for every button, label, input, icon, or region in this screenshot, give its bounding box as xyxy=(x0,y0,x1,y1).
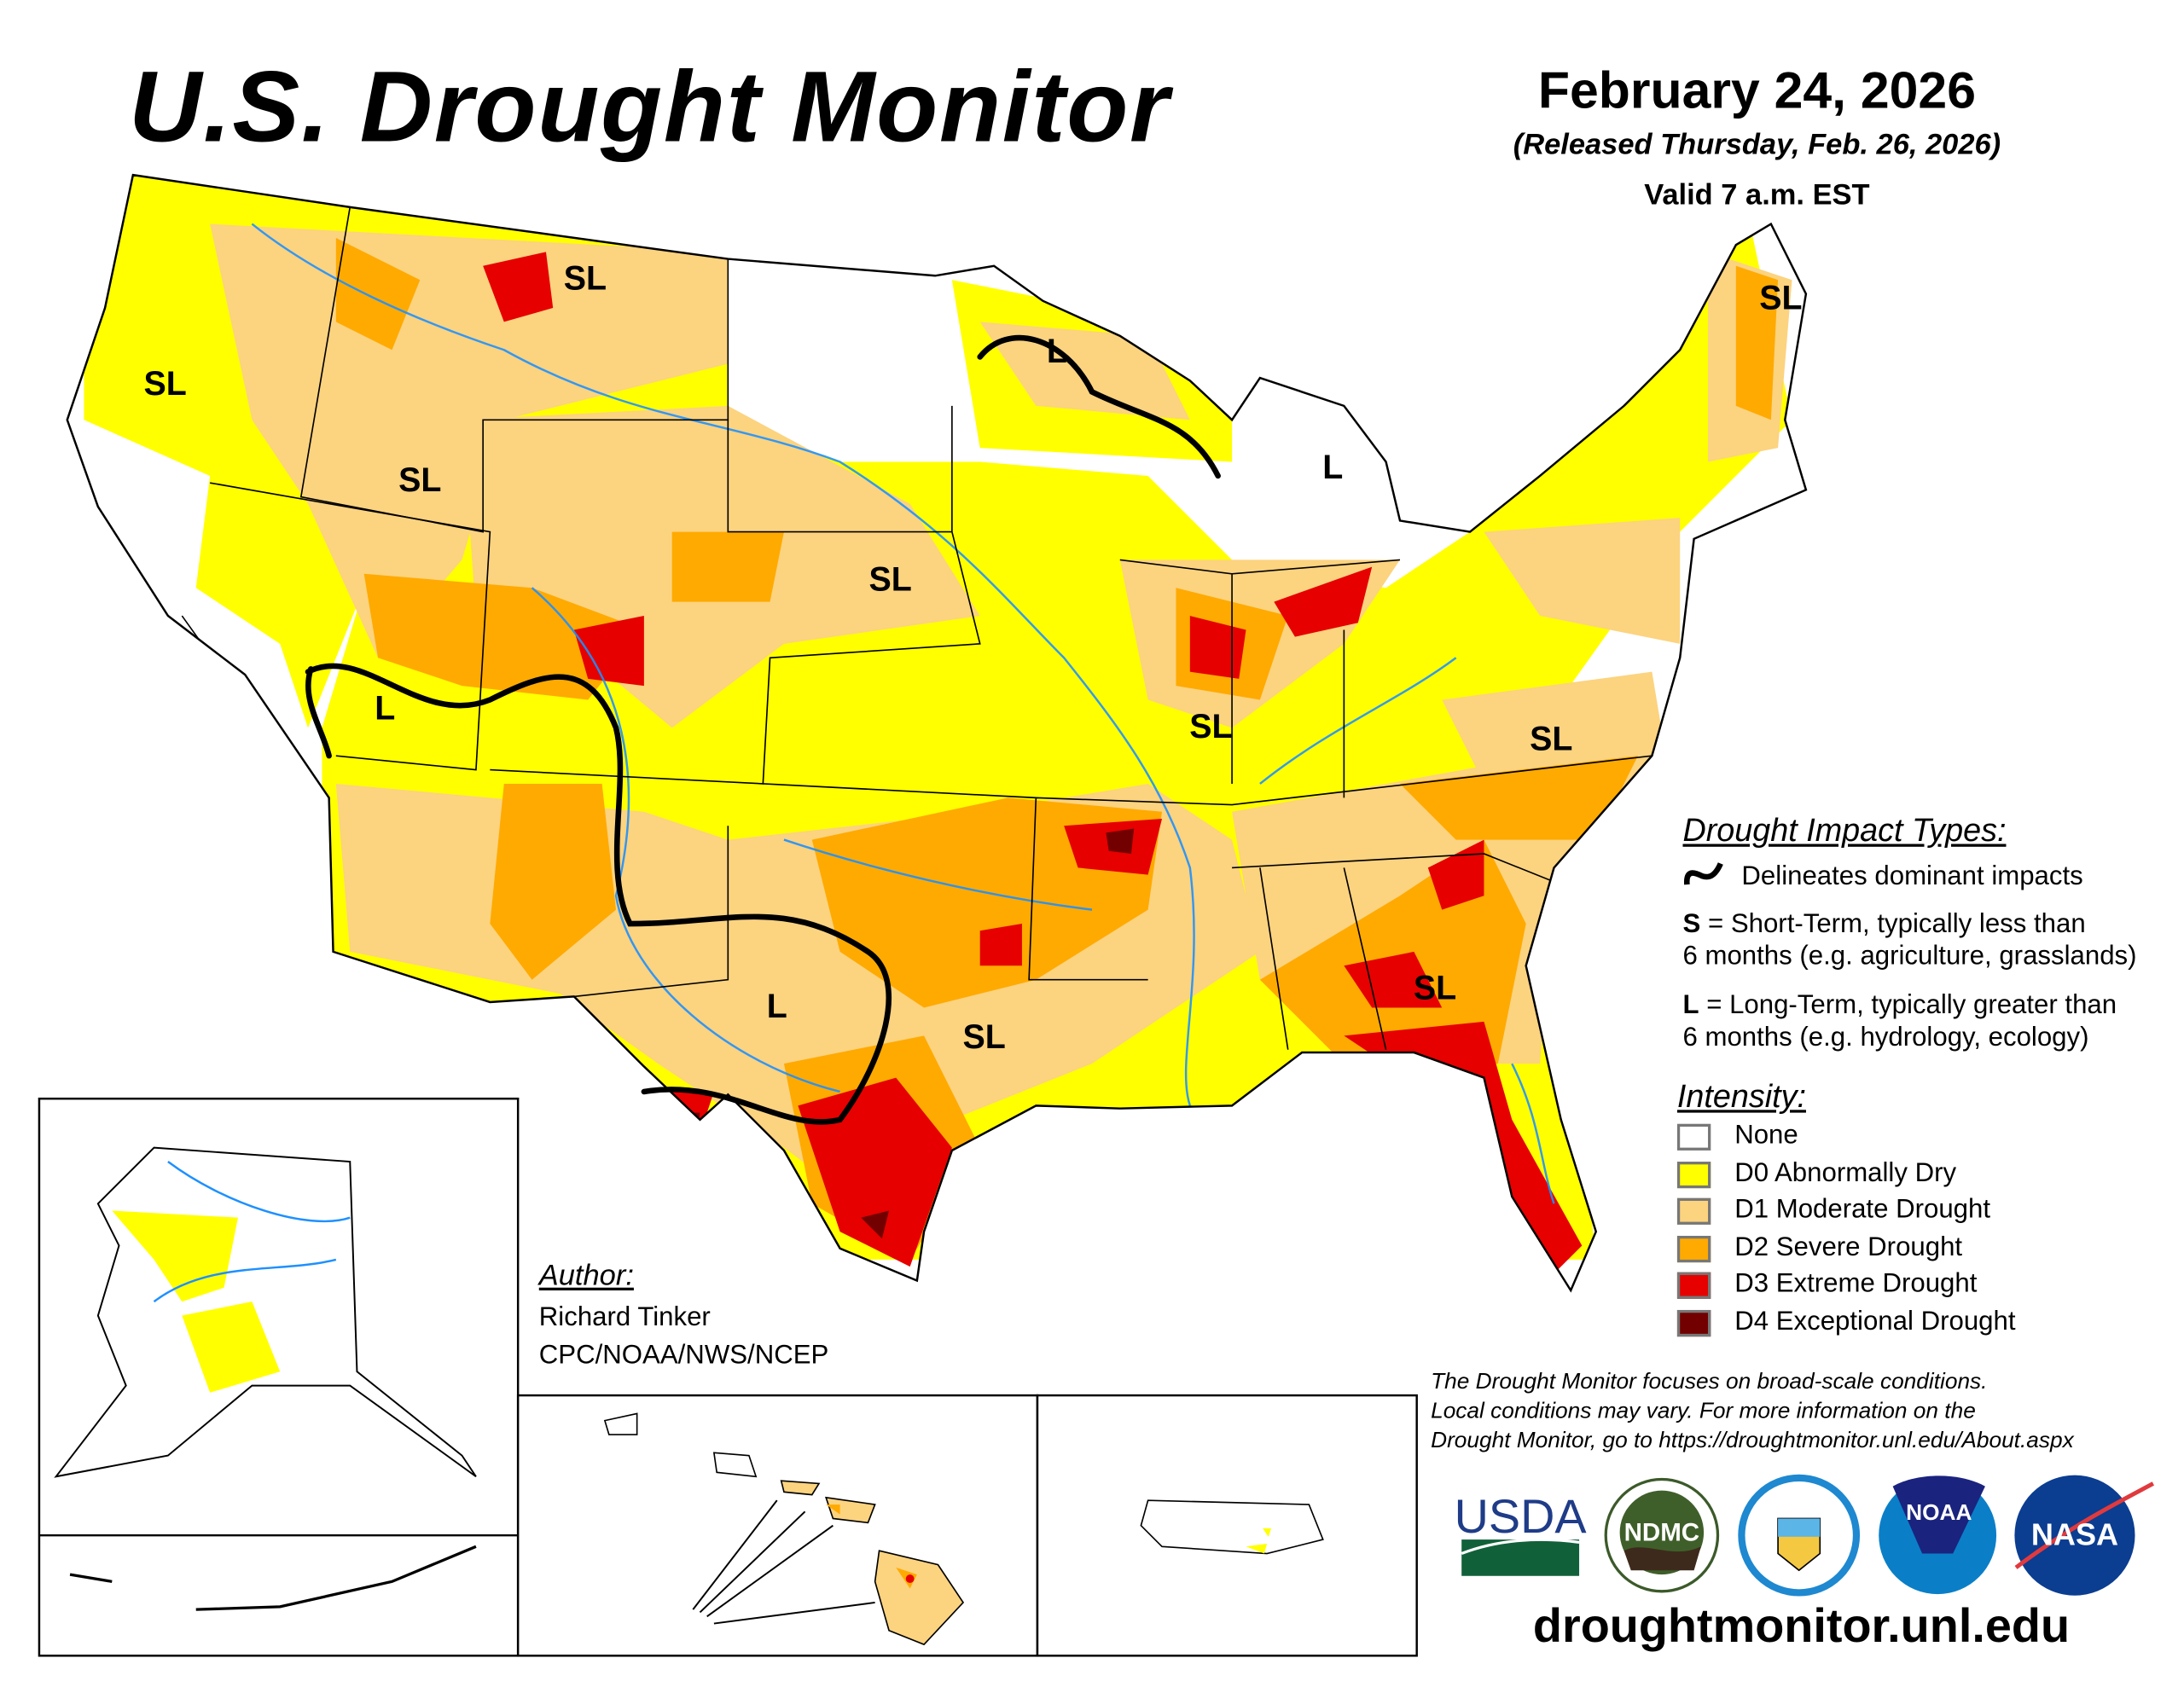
svg-text:NOAA: NOAA xyxy=(1906,1499,1972,1525)
author-heading: Author: xyxy=(538,1259,634,1292)
impact-label: SL xyxy=(143,365,186,403)
disclaimer-line: The Drought Monitor focuses on broad-sca… xyxy=(1431,1370,1988,1394)
intensity-label: D0 Abnormally Dry xyxy=(1734,1158,1957,1188)
impact-boundary-lines xyxy=(305,334,1221,1125)
alaska-inset xyxy=(38,1097,520,1657)
hawaii-inset xyxy=(516,1394,1039,1657)
intensity-swatch xyxy=(1676,1198,1711,1226)
intensity-label: None xyxy=(1734,1121,1798,1151)
impact-label: SL xyxy=(962,1018,1005,1056)
short-term-desc: 6 months (e.g. agriculture, grasslands) xyxy=(1682,942,2137,971)
d3-areas xyxy=(483,252,1583,1274)
release-date: (Released Thursday, Feb. 26, 2026) xyxy=(1513,128,2001,161)
impact-label: SL xyxy=(1414,970,1456,1007)
intensity-swatch xyxy=(1676,1235,1711,1262)
noaa-logo: NOAA xyxy=(1879,1475,1997,1595)
intensity-swatch xyxy=(1676,1161,1711,1188)
short-term-key: S = Short-Term, typically less than xyxy=(1682,909,2086,940)
disclaimer-link[interactable]: Drought Monitor, go to https://droughtmo… xyxy=(1431,1429,2074,1453)
long-term-desc: 6 months (e.g. hydrology, ecology) xyxy=(1682,1023,2089,1053)
map-title: U.S. Drought Monitor xyxy=(128,51,1170,164)
impact-label: SL xyxy=(1759,280,1802,317)
intensity-heading: Intensity: xyxy=(1676,1077,1806,1115)
author-name: Richard Tinker xyxy=(538,1302,711,1333)
impact-legend-heading: Drought Impact Types: xyxy=(1682,811,2007,849)
boundary-line-label: Delineates dominant impacts xyxy=(1741,861,2083,892)
valid-time: Valid 7 a.m. EST xyxy=(1644,179,1870,212)
website-link[interactable]: droughtmonitor.unl.edu xyxy=(1532,1599,2071,1654)
impact-label: SL xyxy=(1189,708,1232,745)
intensity-label: D3 Extreme Drought xyxy=(1734,1270,1978,1300)
disclaimer-line: Local conditions may vary. For more info… xyxy=(1431,1400,1976,1423)
impact-label: L xyxy=(767,988,787,1025)
intensity-swatch xyxy=(1676,1272,1711,1300)
svg-text:NDMC: NDMC xyxy=(1624,1519,1700,1547)
intensity-swatch xyxy=(1676,1309,1711,1337)
puerto-rico-inset xyxy=(1036,1394,1418,1657)
intensity-swatch xyxy=(1676,1123,1711,1151)
author-org: CPC/NOAA/NWS/NCEP xyxy=(538,1341,829,1371)
doc-seal-logo xyxy=(1738,1474,1861,1597)
impact-label: SL xyxy=(564,260,607,298)
impact-label: SL xyxy=(1530,721,1572,758)
intensity-label: D4 Exceptional Drought xyxy=(1734,1307,2016,1337)
intensity-label: D1 Moderate Drought xyxy=(1734,1195,1991,1226)
intensity-label: D2 Severe Drought xyxy=(1734,1232,1963,1262)
svg-text:NASA: NASA xyxy=(2031,1517,2118,1552)
impact-label: L xyxy=(375,689,395,727)
impact-label: SL xyxy=(869,561,912,599)
usda-logo: USDA xyxy=(1455,1489,1588,1576)
impact-label: L xyxy=(1322,449,1343,486)
impact-label: SL xyxy=(398,461,441,499)
long-term-key: L = Long-Term, typically greater than xyxy=(1682,990,2117,1021)
impact-label: L xyxy=(1047,333,1067,370)
svg-text:USDA: USDA xyxy=(1455,1489,1588,1543)
map-date: February 24, 2026 xyxy=(1537,61,1976,119)
rivers xyxy=(251,223,1555,1204)
nasa-logo: NASA xyxy=(2014,1475,2155,1596)
boundary-line-icon xyxy=(1684,862,1723,885)
ndmc-logo: NDMC xyxy=(1604,1477,1720,1593)
